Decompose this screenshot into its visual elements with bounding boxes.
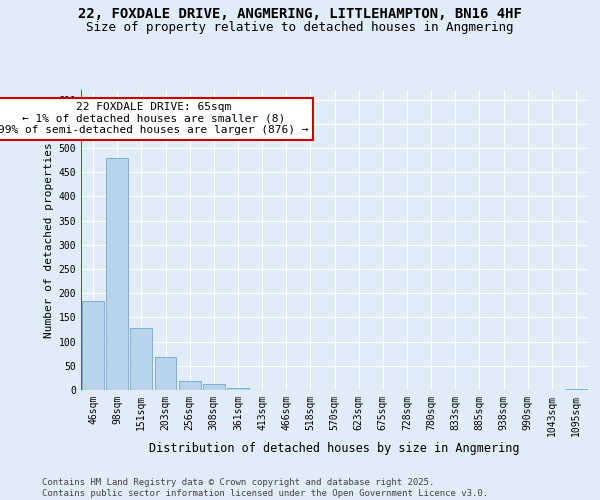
Bar	[130, 328, 152, 390]
Text: 22 FOXDALE DRIVE: 65sqm
← 1% of detached houses are smaller (8)
99% of semi-deta: 22 FOXDALE DRIVE: 65sqm ← 1% of detached…	[0, 102, 308, 136]
Bar	[106, 158, 128, 390]
Bar	[155, 357, 176, 390]
Text: Contains HM Land Registry data © Crown copyright and database right 2025.
Contai: Contains HM Land Registry data © Crown c…	[42, 478, 488, 498]
Bar	[565, 388, 587, 390]
X-axis label: Distribution of detached houses by size in Angmering: Distribution of detached houses by size …	[149, 442, 520, 454]
Text: Size of property relative to detached houses in Angmering: Size of property relative to detached ho…	[86, 21, 514, 34]
Text: 22, FOXDALE DRIVE, ANGMERING, LITTLEHAMPTON, BN16 4HF: 22, FOXDALE DRIVE, ANGMERING, LITTLEHAMP…	[78, 8, 522, 22]
Bar	[203, 384, 224, 390]
Bar	[82, 302, 104, 390]
Bar	[227, 388, 249, 390]
Bar	[179, 382, 200, 390]
Y-axis label: Number of detached properties: Number of detached properties	[44, 142, 55, 338]
